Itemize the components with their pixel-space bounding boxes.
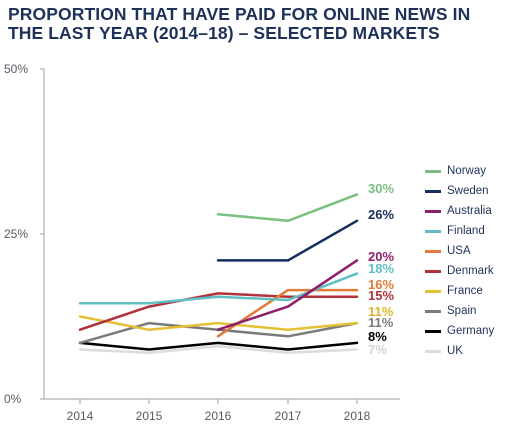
y-tick-label: 50%	[4, 62, 28, 76]
x-tick-label: 2015	[136, 409, 163, 423]
legend-item-germany: Germany	[425, 321, 494, 341]
legend-label-australia: Australia	[447, 205, 492, 217]
legend-label-uk: UK	[447, 345, 463, 357]
end-label-australia: 20%	[368, 249, 394, 264]
y-tick-label: 0%	[4, 392, 22, 406]
legend-swatch-australia	[425, 209, 441, 213]
legend-item-norway: Norway	[425, 161, 494, 181]
end-label-finland: 18%	[368, 261, 394, 276]
y-tick-label: 25%	[4, 227, 28, 241]
end-label-uk: 7%	[368, 342, 387, 357]
chart-legend: Norway Sweden Australia Finland USA Denmark Fr…	[425, 161, 494, 361]
end-label-germany: 8%	[368, 329, 387, 344]
end-label-norway: 30%	[368, 181, 394, 196]
legend-label-norway: Norway	[447, 165, 486, 177]
legend-item-denmark: Denmark	[425, 261, 494, 281]
legend-label-spain: Spain	[447, 305, 477, 317]
legend-item-australia: Australia	[425, 201, 494, 221]
legend-swatch-germany	[425, 329, 441, 333]
end-label-france: 11%	[368, 304, 394, 319]
series-line-uk	[78, 344, 359, 355]
series-line-germany	[78, 341, 359, 351]
series-line-australia	[216, 259, 359, 331]
series-line-sweden	[216, 219, 359, 262]
legend-label-france: France	[447, 285, 483, 297]
legend-item-spain: Spain	[425, 301, 494, 321]
legend-swatch-denmark	[425, 269, 441, 273]
legend-item-usa: USA	[425, 241, 494, 261]
end-label-denmark: 15%	[368, 288, 394, 303]
legend-item-finland: Finland	[425, 221, 494, 241]
legend-swatch-sweden	[425, 189, 441, 193]
x-tick-label: 2014	[67, 409, 94, 423]
x-tick-label: 2018	[344, 409, 371, 423]
series-line-denmark	[78, 292, 359, 331]
legend-swatch-finland	[425, 229, 441, 233]
legend-swatch-norway	[425, 169, 441, 173]
end-label-sweden: 26%	[368, 207, 394, 222]
series-line-france	[78, 315, 359, 331]
x-tick-label: 2017	[275, 409, 302, 423]
legend-swatch-usa	[425, 249, 441, 253]
legend-label-germany: Germany	[447, 325, 495, 337]
legend-label-sweden: Sweden	[447, 185, 489, 197]
legend-item-uk: UK	[425, 341, 494, 361]
legend-label-finland: Finland	[447, 225, 485, 237]
legend-swatch-france	[425, 289, 441, 293]
legend-label-denmark: Denmark	[447, 265, 494, 277]
x-tick-label: 2016	[205, 409, 232, 423]
legend-label-usa: USA	[447, 245, 471, 257]
legend-item-france: France	[425, 281, 494, 301]
series-line-norway	[216, 193, 359, 223]
legend-item-sweden: Sweden	[425, 181, 494, 201]
end-label-spain: 11%	[368, 315, 394, 330]
legend-swatch-uk	[425, 349, 441, 353]
end-label-usa: 16%	[368, 277, 394, 292]
legend-swatch-spain	[425, 309, 441, 313]
chart-title: PROPORTION THAT HAVE PAID FOR ONLINE NEW…	[8, 4, 471, 43]
